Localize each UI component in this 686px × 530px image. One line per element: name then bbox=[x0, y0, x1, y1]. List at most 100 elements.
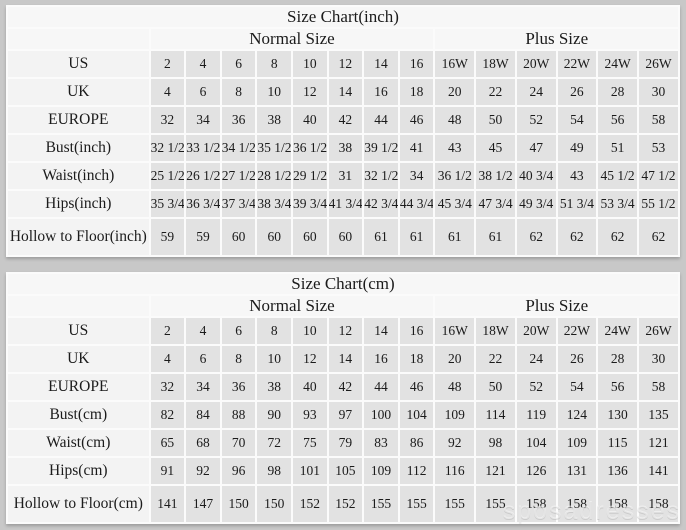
plus-size-cell: 16W bbox=[435, 51, 475, 77]
normal-size-cell: 36 1/2 bbox=[293, 135, 327, 161]
normal-size-cell: 101 bbox=[293, 458, 327, 484]
normal-size-cell: 32 bbox=[150, 107, 185, 133]
normal-size-cell: 97 bbox=[328, 402, 363, 428]
plus-size-cell: 20W bbox=[516, 51, 556, 77]
plus-size-cell: 51 3/4 bbox=[557, 191, 597, 217]
table-row: Waist(inch) 25 1/2 26 1/2 27 1/2 28 1/2 29 1/… bbox=[8, 163, 678, 189]
size-group-header-row: Normal Size Plus Size bbox=[8, 296, 678, 316]
normal-size-cell: 68 bbox=[186, 430, 220, 456]
normal-size-cell: 83 bbox=[364, 430, 398, 456]
plus-size-cell: 158 bbox=[638, 486, 678, 522]
normal-size-cell: 112 bbox=[399, 458, 434, 484]
normal-size-cell: 28 1/2 bbox=[257, 163, 292, 189]
normal-size-cell: 8 bbox=[221, 346, 256, 372]
normal-size-cell: 82 bbox=[150, 402, 185, 428]
plus-size-cell: 98 bbox=[476, 430, 515, 456]
plus-size-cell: 53 3/4 bbox=[598, 191, 637, 217]
normal-size-cell: 36 3/4 bbox=[186, 191, 220, 217]
plus-size-cell: 158 bbox=[516, 486, 556, 522]
row-label: Waist(inch) bbox=[8, 163, 149, 189]
plus-size-cell: 131 bbox=[557, 458, 597, 484]
plus-size-cell: 47 3/4 bbox=[476, 191, 515, 217]
plus-size-cell: 54 bbox=[557, 374, 597, 400]
table-row: US 2 4 6 8 10 12 14 16 16W 18W 20W 22W 24W 26W bbox=[8, 318, 678, 344]
normal-size-cell: 152 bbox=[293, 486, 327, 522]
normal-size-cell: 42 bbox=[328, 374, 363, 400]
plus-size-cell: 26W bbox=[638, 318, 678, 344]
plus-size-cell: 22W bbox=[557, 51, 597, 77]
table-row: Hollow to Floor(cm) 141 147 150 150 152 152 155… bbox=[8, 486, 678, 522]
row-label: Hollow to Floor(inch) bbox=[8, 219, 149, 255]
normal-size-cell: 36 bbox=[221, 107, 256, 133]
plus-size-cell: 50 bbox=[476, 107, 515, 133]
plus-size-header: Plus Size bbox=[435, 296, 678, 316]
normal-size-cell: 14 bbox=[364, 51, 398, 77]
normal-size-cell: 32 bbox=[150, 374, 185, 400]
normal-size-cell: 4 bbox=[150, 79, 185, 105]
normal-size-cell: 150 bbox=[257, 486, 292, 522]
table-row: UK 4 6 8 10 12 14 16 18 20 22 24 26 28 30 bbox=[8, 346, 678, 372]
plus-size-cell: 114 bbox=[476, 402, 515, 428]
plus-size-cell: 24 bbox=[516, 346, 556, 372]
plus-size-cell: 61 bbox=[435, 219, 475, 255]
plus-size-cell: 45 bbox=[476, 135, 515, 161]
normal-size-cell: 41 3/4 bbox=[328, 191, 363, 217]
plus-size-cell: 22 bbox=[476, 346, 515, 372]
plus-size-cell: 136 bbox=[598, 458, 637, 484]
table-row: Bust(cm) 82 84 88 90 93 97 100 104 109 114 119 124 13… bbox=[8, 402, 678, 428]
normal-size-cell: 40 bbox=[293, 374, 327, 400]
normal-size-cell: 92 bbox=[186, 458, 220, 484]
normal-size-cell: 40 bbox=[293, 107, 327, 133]
normal-size-cell: 12 bbox=[293, 79, 327, 105]
normal-size-cell: 38 bbox=[328, 135, 363, 161]
normal-size-cell: 16 bbox=[364, 346, 398, 372]
normal-size-cell: 90 bbox=[257, 402, 292, 428]
row-label: Hips(inch) bbox=[8, 191, 149, 217]
plus-size-cell: 30 bbox=[638, 79, 678, 105]
row-label: Bust(inch) bbox=[8, 135, 149, 161]
plus-size-cell: 155 bbox=[435, 486, 475, 522]
normal-size-cell: 27 1/2 bbox=[221, 163, 256, 189]
row-label: Hips(cm) bbox=[8, 458, 149, 484]
normal-size-cell: 16 bbox=[399, 318, 434, 344]
size-group-header-row: Normal Size Plus Size bbox=[8, 29, 678, 49]
plus-size-cell: 126 bbox=[516, 458, 556, 484]
normal-size-cell: 14 bbox=[364, 318, 398, 344]
normal-size-cell: 14 bbox=[328, 79, 363, 105]
row-label: US bbox=[8, 318, 149, 344]
normal-size-cell: 44 3/4 bbox=[399, 191, 434, 217]
plus-size-cell: 54 bbox=[557, 107, 597, 133]
normal-size-cell: 18 bbox=[399, 79, 434, 105]
plus-size-cell: 51 bbox=[598, 135, 637, 161]
plus-size-cell: 109 bbox=[557, 430, 597, 456]
plus-size-cell: 56 bbox=[598, 107, 637, 133]
normal-size-cell: 12 bbox=[328, 318, 363, 344]
plus-size-cell: 18W bbox=[476, 51, 515, 77]
normal-size-cell: 14 bbox=[328, 346, 363, 372]
normal-size-cell: 6 bbox=[186, 346, 220, 372]
row-label: US bbox=[8, 51, 149, 77]
normal-size-cell: 84 bbox=[186, 402, 220, 428]
plus-size-cell: 58 bbox=[638, 374, 678, 400]
normal-size-cell: 93 bbox=[293, 402, 327, 428]
row-label: EUROPE bbox=[8, 374, 149, 400]
table-row: Hips(inch) 35 3/4 36 3/4 37 3/4 38 3/4 39 3/4… bbox=[8, 191, 678, 217]
size-table-body: US 2 4 6 8 10 12 14 16 16W 18W 20W 22W 24W 26W UK 4 6 8 10 1… bbox=[8, 51, 678, 255]
plus-size-cell: 36 1/2 bbox=[435, 163, 475, 189]
size-chart-inch-block: Size Chart(inch) Normal Size Plus Size U… bbox=[6, 5, 680, 257]
plus-size-cell: 30 bbox=[638, 346, 678, 372]
normal-size-cell: 32 1/2 bbox=[150, 135, 185, 161]
normal-size-cell: 44 bbox=[364, 107, 398, 133]
table-title-row: Size Chart(cm) bbox=[8, 274, 678, 294]
size-table-body: US 2 4 6 8 10 12 14 16 16W 18W 20W 22W 24W 26W UK 4 6 8 10 1… bbox=[8, 318, 678, 522]
table-row: EUROPE 32 34 36 38 40 42 44 46 48 50 52 54 56 58 bbox=[8, 107, 678, 133]
normal-size-cell: 147 bbox=[186, 486, 220, 522]
normal-size-cell: 10 bbox=[257, 79, 292, 105]
plus-size-cell: 130 bbox=[598, 402, 637, 428]
table-row: Bust(inch) 32 1/2 33 1/2 34 1/2 35 1/2 36 1/2… bbox=[8, 135, 678, 161]
plus-size-cell: 135 bbox=[638, 402, 678, 428]
plus-size-cell: 52 bbox=[516, 107, 556, 133]
plus-size-cell: 48 bbox=[435, 374, 475, 400]
plus-size-cell: 24W bbox=[598, 51, 637, 77]
